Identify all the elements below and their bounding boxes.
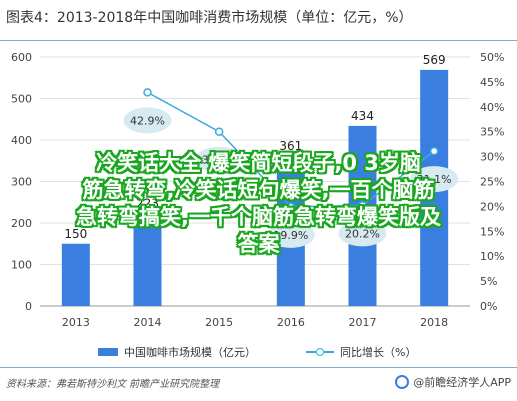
y-right-tick-label: 40% (480, 101, 504, 114)
x-tick-label: 2013 (62, 316, 90, 329)
growth-point (429, 146, 439, 156)
bar (348, 125, 377, 306)
y-left-tick-label: 600 (11, 51, 32, 64)
x-tick-label: 2017 (349, 316, 377, 329)
growth-label: 19.9% (273, 229, 308, 242)
y-left-tick-label: 200 (11, 217, 32, 230)
growth-point (214, 127, 224, 136)
footer-divider (0, 367, 517, 368)
y-right-tick-label: 30% (480, 151, 504, 164)
legend-bar-swatch (98, 348, 118, 356)
growth-label-bubble (195, 146, 244, 173)
growth-label-bubble (123, 107, 172, 134)
growth-label: 35.0% (202, 154, 237, 167)
legend-item-line: 同比增长（%） (306, 344, 416, 360)
y-left-tick-label: 0 (25, 300, 32, 313)
bar (133, 213, 162, 306)
brand: @前瞻经济学人APP (395, 374, 511, 390)
bar-value-label: 223 (136, 196, 159, 210)
growth-point (358, 201, 367, 210)
growth-point (143, 88, 152, 97)
y-right-tick-label: 5% (480, 275, 497, 288)
brand-logo-icon (395, 375, 410, 389)
x-tick-label: 2015 (205, 316, 233, 329)
legend-line-swatch (306, 348, 334, 356)
source-note: 资料来源：弗若斯特沙利文 前瞻产业研究院整理 (6, 379, 220, 390)
overlay-line-1: 冷笑话大全 爆笑简短段子,0 3岁脑 (96, 151, 421, 175)
growth-point (286, 202, 296, 212)
y-left-tick-label: 400 (11, 134, 32, 147)
overlay-caption: 冷笑话大全 爆笑简短段子,0 3岁脑 筋急转弯,冷笑话短句爆笑,一百个脑筋 急转… (8, 150, 509, 258)
brand-label: @前瞻经济学人APP (413, 376, 511, 389)
y-right-tick-label: 50% (480, 51, 504, 64)
y-right-tick-label: 10% (480, 250, 504, 263)
bar-value-label: 434 (351, 109, 374, 123)
bar-value-label: 569 (423, 53, 446, 67)
growth-label: 31.1% (417, 173, 452, 186)
x-tick-label: 2014 (134, 316, 162, 329)
growth-label-bubble (266, 221, 315, 248)
y-left-tick-label: 300 (11, 176, 32, 189)
y-right-tick-label: 35% (480, 126, 504, 139)
legend-item-bars: 中国咖啡市场规模（亿元） (98, 344, 256, 360)
overlay-line-4: 答案 (237, 232, 280, 256)
bar-value-label: 150 (64, 227, 87, 241)
legend-line-label: 同比增长（%） (340, 346, 417, 359)
chart-title: 图表4：2013-2018年中国咖啡消费市场规模（单位：亿元，%） (6, 10, 413, 26)
y-left-tick-label: 500 (11, 93, 32, 106)
chart-legend: 中国咖啡市场规模（亿元） 同比增长（%） (0, 337, 517, 367)
y-right-tick-label: 25% (480, 176, 504, 189)
bar-value-label: 361 (279, 139, 302, 153)
growth-label: 42.9% (130, 114, 165, 127)
y-right-tick-label: 0% (480, 300, 497, 313)
y-right-tick-label: 45% (480, 76, 504, 89)
title-divider (0, 40, 517, 41)
growth-label: 20.2% (345, 227, 380, 240)
legend-bar-label: 中国咖啡市场规模（亿元） (124, 346, 256, 359)
x-tick-label: 2018 (420, 316, 448, 329)
overlay-line-2: 筋急转弯,冷笑话短句爆笑,一百个脑筋 (82, 178, 435, 202)
x-tick-label: 2016 (277, 316, 305, 329)
y-left-tick-label: 100 (11, 259, 32, 272)
overlay-line-3: 急转弯搞笑,一千个脑筋急转弯爆笑版及 (76, 205, 441, 229)
growth-label-bubble (410, 166, 459, 193)
growth-label-bubble (338, 220, 387, 247)
bar (61, 243, 90, 306)
footer: 资料来源：弗若斯特沙利文 前瞻产业研究院整理 @前瞻经济学人APP (6, 372, 511, 392)
y-right-tick-label: 20% (480, 200, 504, 213)
combo-chart: 0 100 200 300 400 500 600 0% 5% 10% 15% 20% 25% 30% 35… (11, 51, 504, 329)
y-right-tick-label: 15% (480, 225, 504, 238)
